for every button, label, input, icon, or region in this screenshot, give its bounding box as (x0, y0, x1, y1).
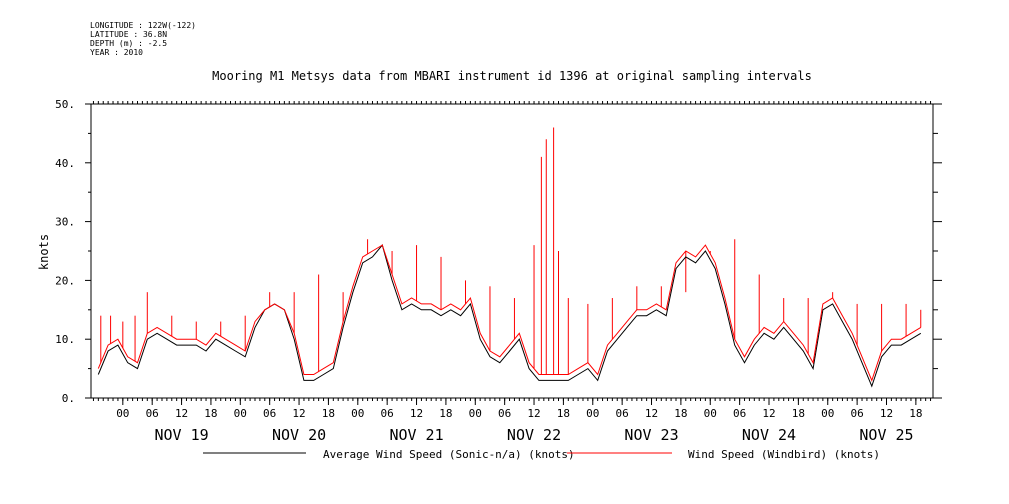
x-tick-label: 00 (234, 407, 247, 420)
x-tick-label: 06 (381, 407, 394, 420)
legend-label-windbird: Wind Speed (Windbird) (knots) (688, 448, 880, 461)
y-axis-label: knots (37, 234, 51, 270)
x-tick-label: 06 (616, 407, 629, 420)
x-tick-label: 12 (645, 407, 658, 420)
day-label: NOV 19 (154, 426, 208, 444)
day-label: NOV 22 (507, 426, 561, 444)
x-tick-label: 18 (557, 407, 570, 420)
axes-group: 0. 10. 20. 30. 40. 50. 00 06 12 18 00 06 12 18 00 06 12 1… (55, 98, 942, 444)
x-tick-label: 12 (292, 407, 305, 420)
x-tick-label: 12 (762, 407, 775, 420)
x-tick-label: 00 (469, 407, 482, 420)
day-label: NOV 23 (624, 426, 678, 444)
y-tick-label: 0. (62, 392, 75, 405)
legend: Average Wind Speed (Sonic-n/a) (knots) W… (203, 448, 880, 461)
x-tick-label: 00 (704, 407, 717, 420)
x-tick-label: 18 (204, 407, 217, 420)
x-tick-label: 18 (674, 407, 687, 420)
x-tick-label: 00 (351, 407, 364, 420)
y-tick-label: 50. (55, 98, 75, 111)
y-tick-label: 40. (55, 157, 75, 170)
longitude-text: LONGITUDE : 122W(-122) (90, 21, 196, 30)
x-tick-label: 00 (116, 407, 129, 420)
day-label: NOV 21 (389, 426, 443, 444)
x-tick-label: 00 (586, 407, 599, 420)
x-tick-label: 12 (527, 407, 540, 420)
x-tick-label: 12 (880, 407, 893, 420)
x-tick-label: 18 (439, 407, 452, 420)
day-label: NOV 20 (272, 426, 326, 444)
x-tick-label: 18 (322, 407, 335, 420)
y-tick-label: 30. (55, 216, 75, 229)
y-tick-label: 20. (55, 274, 75, 287)
series-average-wind-speed (97, 244, 922, 388)
chart-title: Mooring M1 Metsys data from MBARI instru… (212, 69, 812, 83)
x-tick-label: 12 (175, 407, 188, 420)
x-tick-label: 06 (850, 407, 863, 420)
x-tick-label: 06 (498, 407, 511, 420)
y-tick-label: 10. (55, 333, 75, 346)
metadata-block: LONGITUDE : 122W(-122) LATITUDE : 36.8N … (90, 21, 196, 57)
x-tick-label: 00 (821, 407, 834, 420)
x-tick-label: 12 (410, 407, 423, 420)
x-tick-label: 06 (146, 407, 159, 420)
x-tick-label: 18 (792, 407, 805, 420)
x-tick-label: 18 (909, 407, 922, 420)
day-label: NOV 24 (742, 426, 796, 444)
depth-text: DEPTH (m) : -2.5 (90, 39, 168, 48)
latitude-text: LATITUDE : 36.8N (90, 30, 168, 39)
plot-frame (90, 103, 934, 399)
series-group (97, 127, 922, 388)
series-windbird-wind-speed (97, 244, 922, 382)
day-label: NOV 25 (859, 426, 913, 444)
legend-label-average: Average Wind Speed (Sonic-n/a) (knots) (323, 448, 575, 461)
x-tick-label: 06 (263, 407, 276, 420)
x-tick-label: 06 (733, 407, 746, 420)
year-text: YEAR : 2010 (90, 48, 143, 57)
